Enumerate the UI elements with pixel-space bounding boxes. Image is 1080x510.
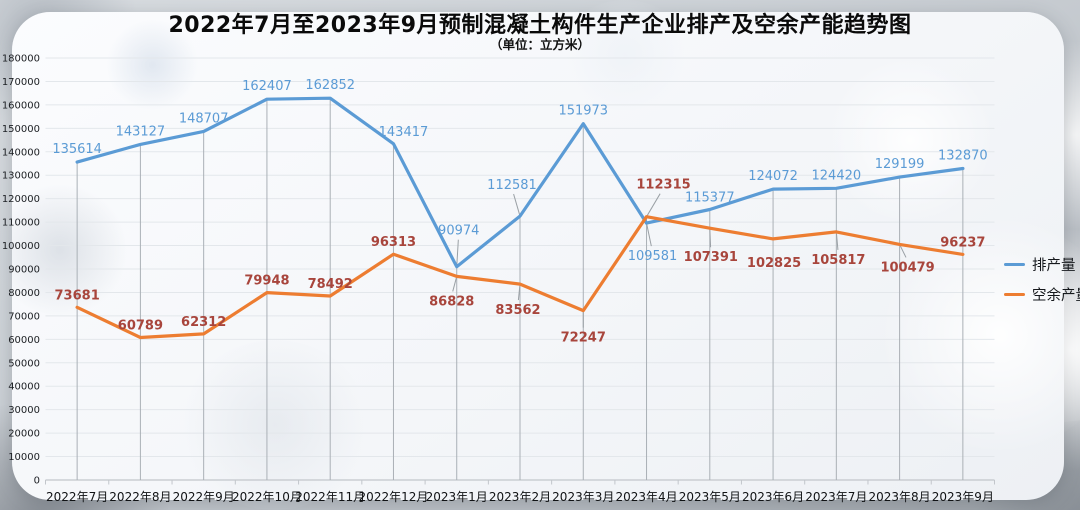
data-label: 96237 — [940, 235, 985, 250]
chart-title: 2022年7月至2023年9月预制混凝土构件生产企业排产及空余产能趋势图 — [168, 13, 912, 38]
series-line-1 — [75, 215, 965, 340]
y-axis-label: 120000 — [2, 194, 40, 205]
data-label: 115377 — [685, 191, 735, 206]
y-axis-label: 180000 — [2, 54, 40, 65]
x-axis-label: 2023年4月 — [615, 490, 677, 504]
y-axis-label: 0 — [34, 476, 40, 487]
label-leader-line — [709, 228, 712, 248]
data-label: 162852 — [305, 78, 355, 93]
data-label: 109581 — [628, 249, 678, 264]
data-label: 96313 — [371, 235, 416, 250]
data-label: 151973 — [558, 104, 608, 119]
data-label: 60789 — [118, 318, 163, 333]
legend-item-1: 空余产量 — [1004, 284, 1080, 305]
legend-label: 排产量 — [1032, 258, 1076, 274]
x-axis-label: 2023年5月 — [679, 490, 741, 504]
series-line-0 — [75, 96, 965, 269]
data-label: 102825 — [747, 256, 801, 271]
data-label: 132870 — [938, 148, 988, 163]
legend-line-swatch — [1004, 262, 1025, 267]
data-label: 112581 — [487, 178, 537, 193]
x-axis-label: 2022年7月 — [46, 490, 108, 504]
y-axis-label: 50000 — [8, 358, 40, 369]
y-axis-label: 160000 — [2, 100, 40, 111]
label-leader-line — [452, 276, 458, 292]
legend-label: 空余产量 — [1032, 288, 1080, 304]
data-label: 143127 — [116, 124, 166, 139]
data-label: 148707 — [179, 111, 229, 126]
label-leader-line — [513, 193, 521, 217]
x-axis-label: 2023年6月 — [742, 490, 804, 504]
data-label: 62312 — [181, 315, 226, 330]
legend-item-0: 排产量 — [1004, 254, 1080, 275]
data-label: 143417 — [379, 125, 429, 140]
y-axis-label: 60000 — [8, 335, 40, 346]
y-axis-label: 10000 — [8, 452, 40, 463]
y-axis-label: 20000 — [8, 429, 40, 440]
y-axis-label: 170000 — [2, 77, 40, 88]
data-label: 124420 — [812, 168, 862, 183]
x-axis-label: 2023年2月 — [489, 490, 551, 504]
y-axis-label: 30000 — [8, 405, 40, 416]
x-axis-label: 2022年10月 — [232, 490, 302, 504]
y-axis-label: 80000 — [8, 288, 40, 299]
x-axis-label: 2023年9月 — [932, 490, 994, 504]
legend: 排产量空余产量 — [1004, 254, 1080, 305]
y-axis-label: 40000 — [8, 382, 40, 393]
x-axis-label: 2022年9月 — [173, 490, 235, 504]
data-label: 162407 — [242, 79, 292, 94]
data-label: 83562 — [495, 303, 540, 318]
data-label: 100479 — [880, 260, 934, 275]
data-label: 78492 — [308, 277, 353, 292]
x-axis-label: 2023年1月 — [426, 490, 488, 504]
y-axis-label: 130000 — [2, 171, 40, 182]
y-axis-label: 140000 — [2, 147, 40, 158]
label-leader-line — [456, 239, 459, 267]
data-label: 86828 — [429, 294, 474, 309]
data-label: 79948 — [244, 274, 289, 289]
data-label: 72247 — [561, 331, 606, 346]
x-axis-label: 2023年8月 — [869, 490, 931, 504]
data-label: 124072 — [748, 169, 798, 184]
data-label: 73681 — [55, 288, 100, 303]
data-label: 90974 — [438, 224, 479, 239]
data-label: 107391 — [684, 250, 738, 265]
label-leader-line — [646, 222, 652, 247]
data-label: 112315 — [636, 178, 690, 193]
chart-subtitle: （单位：立方米） — [489, 37, 590, 52]
y-axis-label: 150000 — [2, 124, 40, 135]
x-axis-label: 2023年7月 — [805, 490, 867, 504]
x-axis-label: 2022年8月 — [109, 490, 171, 504]
label-leader-line — [646, 193, 661, 217]
y-axis-label: 70000 — [8, 311, 40, 322]
label-leader-line — [835, 231, 839, 250]
label-leader-line — [899, 244, 907, 258]
legend-line-swatch — [1004, 292, 1025, 297]
y-axis-label: 110000 — [2, 218, 40, 229]
data-label: 129199 — [875, 157, 925, 172]
y-axis-label: 100000 — [2, 241, 40, 252]
y-axis-label: 90000 — [8, 265, 40, 276]
x-axis-label: 2022年11月 — [295, 490, 365, 504]
x-axis-label: 2022年12月 — [359, 490, 429, 504]
data-label: 135614 — [52, 142, 102, 157]
x-axis-label: 2023年3月 — [552, 490, 614, 504]
label-leader-line — [517, 284, 521, 301]
data-label: 105817 — [811, 253, 865, 268]
